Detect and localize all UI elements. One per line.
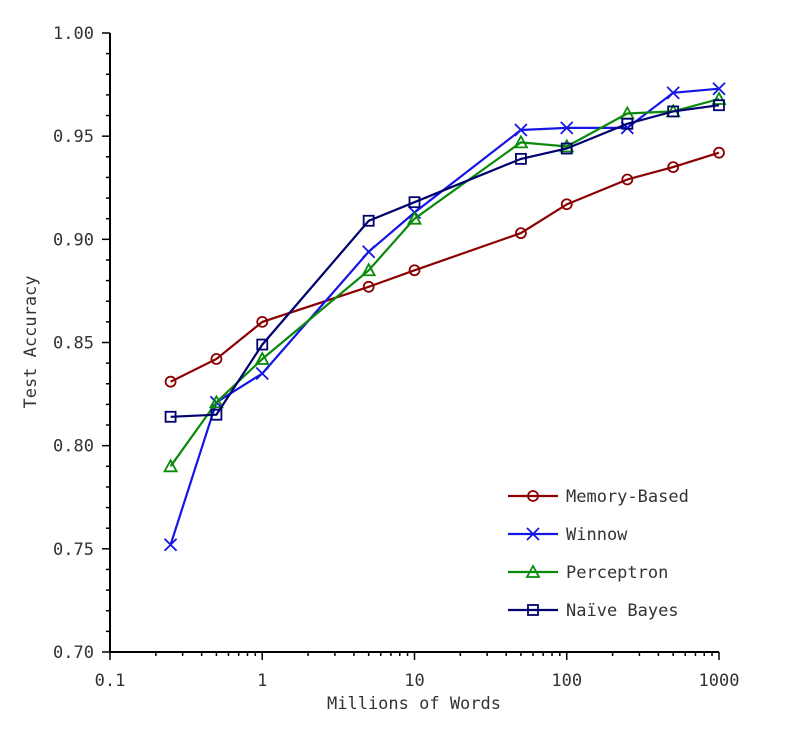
- y-tick-label: 0.85: [53, 334, 94, 354]
- series-line: [169, 87, 720, 546]
- data-point: [513, 134, 529, 149]
- data-point: [713, 99, 725, 112]
- data-point: [559, 138, 575, 153]
- data-point: [515, 227, 527, 240]
- legend-label: Memory-Based: [566, 487, 689, 507]
- y-tick-label: 1.00: [53, 24, 94, 44]
- data-point: [621, 117, 634, 130]
- data-point: [713, 146, 725, 159]
- data-point: [514, 123, 528, 137]
- series-line: [170, 104, 720, 418]
- data-point: [362, 214, 375, 227]
- series-group: [163, 82, 726, 552]
- data-point: [711, 91, 727, 105]
- y-axis-label: Test Accuracy: [21, 275, 41, 408]
- data-point: [408, 196, 421, 209]
- data-point: [515, 152, 527, 165]
- data-point: [667, 105, 680, 118]
- data-point: [408, 264, 421, 277]
- data-point: [256, 338, 269, 351]
- legend-label: Winnow: [566, 525, 628, 545]
- legend-marker: [525, 564, 541, 578]
- ticks: 0.70 0.75 0.80 0.85 0.90 0.95 1.00 0.1 1 10 100 100…: [53, 24, 739, 691]
- y-tick-label: 0.80: [53, 437, 94, 457]
- series-group: [164, 146, 725, 388]
- legend-label: Perceptron: [566, 563, 668, 583]
- data-point: [362, 245, 376, 259]
- x-tick-label: 10: [404, 671, 424, 691]
- data-point: [666, 86, 680, 100]
- data-point: [712, 82, 726, 96]
- x-tick-label: 1: [257, 671, 267, 691]
- y-tick-label: 0.95: [53, 127, 94, 147]
- series-group: [163, 91, 727, 473]
- data-point: [361, 262, 377, 277]
- data-point: [164, 410, 177, 423]
- series-group: [164, 99, 725, 423]
- data-point: [560, 142, 573, 155]
- data-point: [208, 394, 224, 409]
- x-tick-label: 1000: [699, 671, 740, 691]
- x-axis-label: Millions of Words: [327, 694, 501, 714]
- legend-item: Naïve Bayes: [508, 601, 679, 621]
- data-point: [560, 198, 573, 211]
- legend-item: Memory-Based: [508, 487, 689, 507]
- y-tick-label: 0.75: [53, 540, 94, 560]
- data-point: [164, 375, 177, 388]
- data-point: [210, 353, 223, 365]
- data-point: [163, 538, 178, 552]
- x-tick-label: 100: [551, 671, 582, 691]
- legend-marker: [527, 604, 539, 616]
- series-layer: [163, 82, 727, 552]
- y-tick-label: 0.70: [53, 643, 94, 663]
- data-point: [255, 366, 269, 381]
- legend-item: Perceptron: [508, 563, 668, 583]
- series-line: [169, 97, 720, 467]
- axes: [109, 33, 719, 653]
- series-line: [170, 151, 720, 383]
- data-point: [621, 173, 634, 186]
- data-point: [362, 280, 375, 293]
- data-point: [163, 458, 179, 473]
- x-tick-label: 0.1: [95, 671, 126, 691]
- data-point: [256, 315, 269, 328]
- data-point: [254, 351, 270, 365]
- data-point: [210, 408, 223, 421]
- data-point: [406, 210, 423, 225]
- legend-marker: [526, 527, 540, 541]
- legend-label: Naïve Bayes: [566, 601, 679, 621]
- legend-item: Winnow: [508, 525, 628, 545]
- legend-marker: [527, 490, 539, 502]
- y-tick-label: 0.90: [53, 230, 94, 250]
- legend: Memory-Based Winnow Perceptron Naïve Bayes: [508, 487, 689, 621]
- data-point: [667, 161, 680, 174]
- data-point: [560, 121, 574, 135]
